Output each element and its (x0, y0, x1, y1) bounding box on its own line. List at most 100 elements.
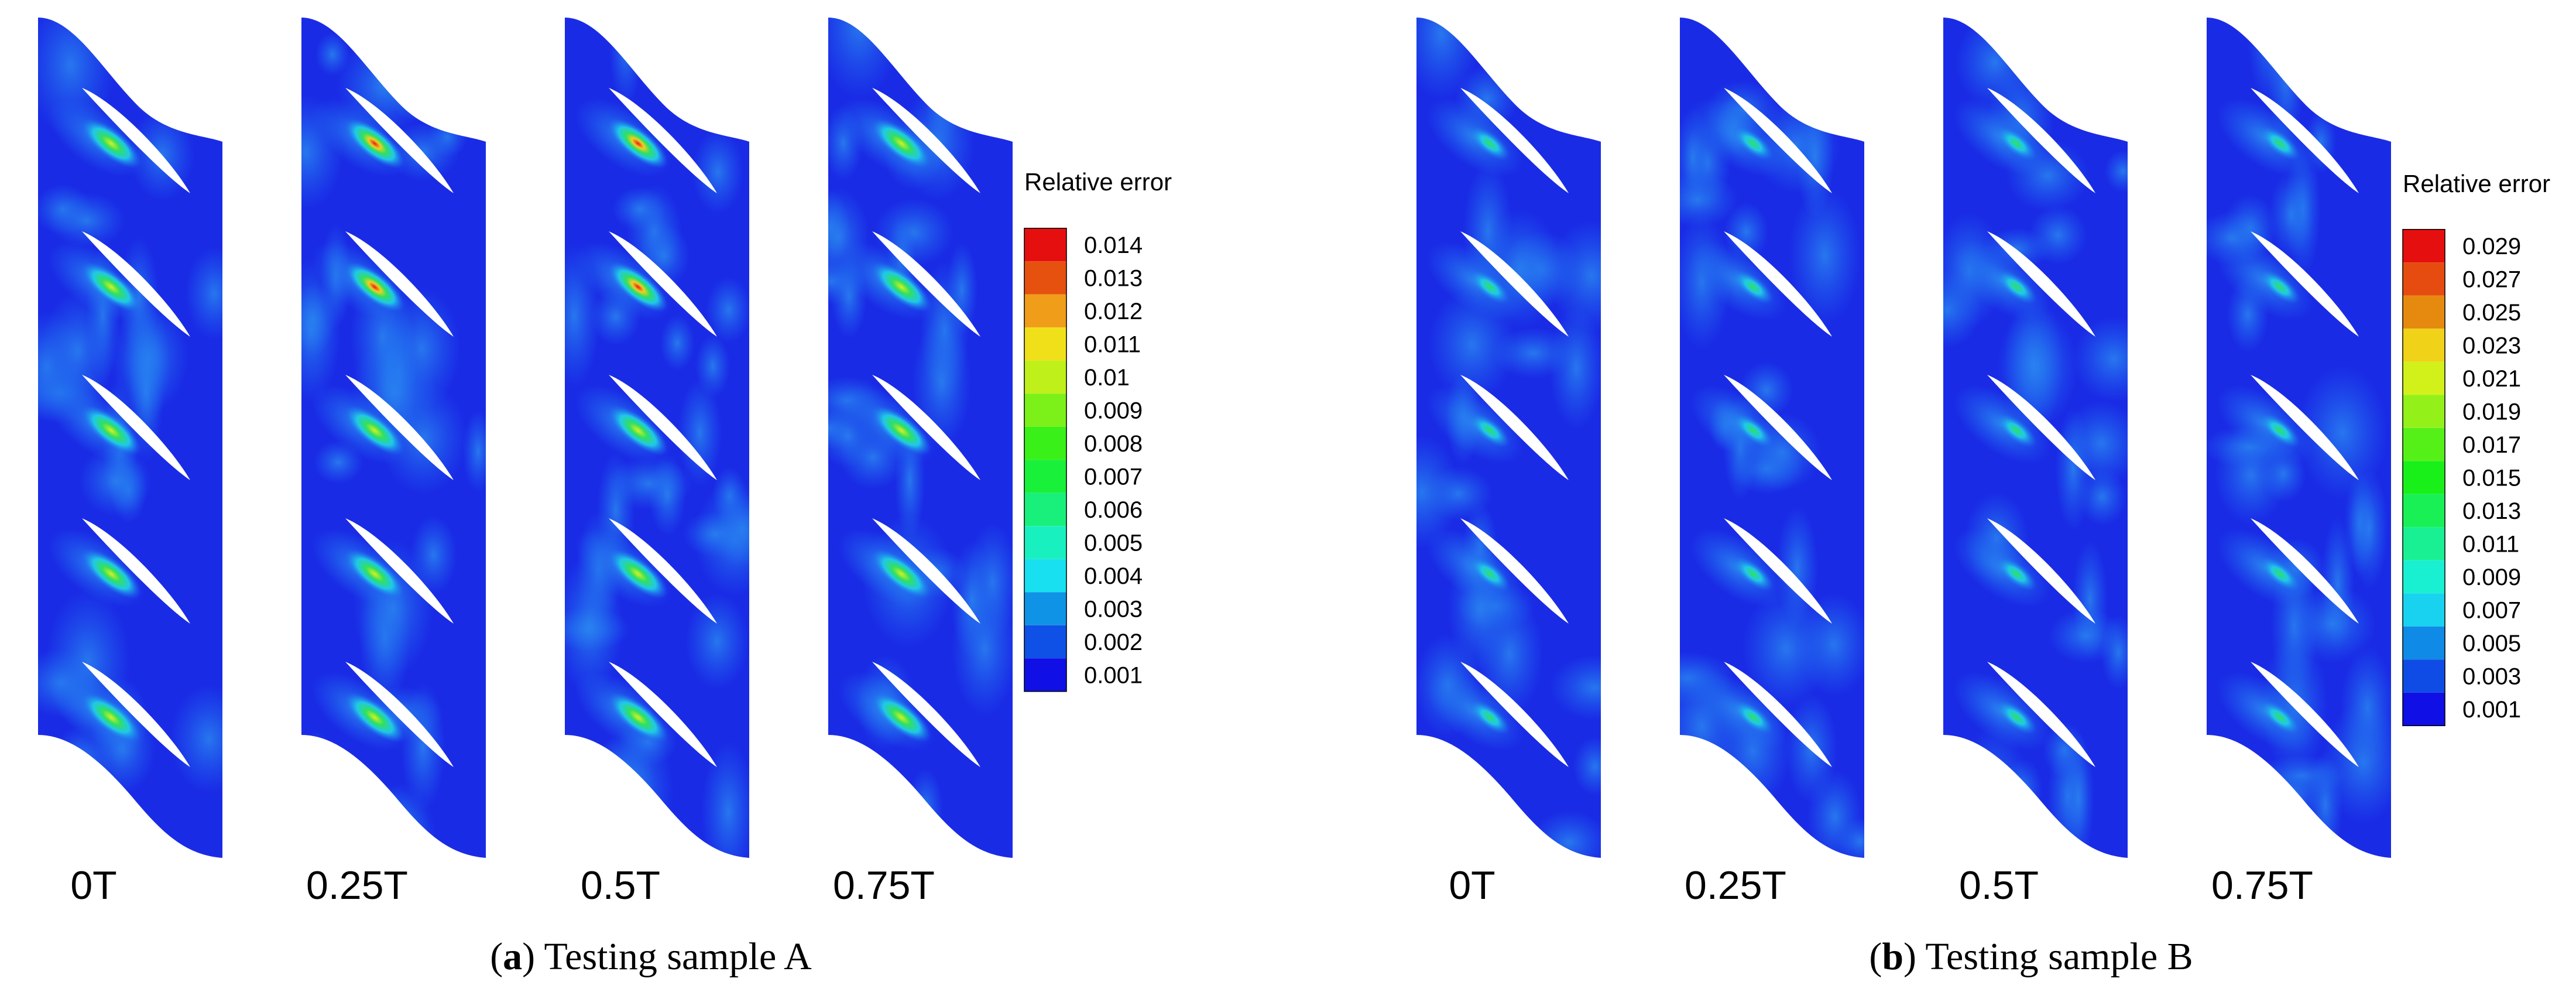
legend-tick: 0.009 (1084, 398, 1143, 424)
blade (872, 662, 980, 767)
blade (1724, 231, 1832, 337)
legend-swatch (2403, 295, 2445, 329)
legend-swatch (2403, 593, 2445, 627)
legend-tick: 0.011 (2462, 532, 2519, 557)
legend-swatch (2403, 560, 2445, 594)
blade (82, 518, 190, 624)
blade (1724, 88, 1832, 193)
legend-tick: 0.005 (2462, 631, 2521, 656)
legend-tick: 0.001 (2462, 697, 2521, 723)
legend-tick: 0.013 (2462, 498, 2521, 524)
time-label: 0.5T (581, 863, 660, 908)
legend-tick: 0.017 (2462, 432, 2521, 458)
blade (1460, 662, 1569, 767)
time-label: 0.25T (306, 863, 408, 908)
legend-tick: 0.021 (2462, 366, 2521, 392)
legend-swatch (2403, 692, 2445, 726)
caption-b: (b) Testing sample B (1869, 935, 2193, 978)
panel-b-strip-2: 0.5T (1943, 18, 2128, 908)
legend-swatch (2403, 494, 2445, 528)
legend-tick: 0.008 (1084, 431, 1143, 457)
blade (2251, 518, 2359, 624)
blade (609, 231, 717, 337)
legend-tick: 0.007 (1084, 464, 1143, 490)
legend-a: Relative error 0.014 0.013 0.012 0.011 0.01 0.… (1024, 168, 1172, 692)
legend-swatch (1024, 360, 1066, 394)
legend-swatch (1024, 294, 1066, 328)
legend-swatch (1024, 526, 1066, 559)
legend-swatch (2403, 527, 2445, 560)
legend-swatch (1024, 426, 1066, 460)
blade (1460, 518, 1569, 624)
blade (2251, 88, 2359, 193)
time-label: 0.75T (833, 863, 935, 908)
panel-b-strip-1: 0.25T (1680, 18, 1864, 908)
blade (872, 375, 980, 480)
panel-a-strip-3: 0.75T (828, 18, 1013, 908)
legend-tick: 0.007 (2462, 598, 2521, 624)
blade (609, 88, 717, 193)
legend-swatch (1024, 625, 1066, 659)
legend-tick: 0.011 (1084, 332, 1141, 358)
blade (2251, 375, 2359, 480)
blade (82, 88, 190, 193)
legend-swatch (1024, 228, 1066, 262)
legend-b: Relative error 0.029 0.027 0.025 0.023 0.021 0… (2402, 170, 2550, 726)
legend-swatch (1024, 394, 1066, 427)
panel-b-strip-0: 0T (1416, 18, 1601, 908)
blade (609, 518, 717, 624)
time-label: 0T (1449, 863, 1495, 908)
legend-tick: 0.014 (1084, 232, 1143, 258)
legend-tick: 0.002 (1084, 630, 1143, 655)
legend-tick: 0.006 (1084, 497, 1143, 523)
blade (1987, 518, 2095, 624)
blade (345, 375, 454, 480)
legend-swatch (2403, 395, 2445, 428)
legend-swatch (2403, 427, 2445, 461)
time-label: 0.75T (2211, 863, 2313, 908)
legend-tick: 0.001 (1084, 663, 1143, 689)
legend-tick: 0.003 (2462, 664, 2521, 690)
blade (82, 662, 190, 767)
legend-swatch (1024, 492, 1066, 526)
blade (345, 231, 454, 337)
blade (872, 231, 980, 337)
blade (1460, 375, 1569, 480)
blade (82, 375, 190, 480)
legend-tick: 0.012 (1084, 299, 1143, 324)
blade (1987, 231, 2095, 337)
blade (1724, 662, 1832, 767)
blade (1987, 375, 2095, 480)
blade (2251, 231, 2359, 337)
blade (1724, 518, 1832, 624)
blade (1987, 662, 2095, 767)
legend-swatch (2403, 361, 2445, 395)
legend-tick: 0.01 (1084, 365, 1130, 391)
legend-tick: 0.029 (2462, 234, 2521, 259)
legend-tick: 0.004 (1084, 563, 1143, 589)
blade (872, 518, 980, 624)
panel-a-strip-2: 0.5T (565, 18, 749, 908)
legend-tick: 0.013 (1084, 266, 1143, 292)
legend-swatch (2403, 262, 2445, 296)
legend-swatch (1024, 559, 1066, 593)
panel-a-strip-0: 0T (38, 18, 222, 908)
legend-tick: 0.019 (2462, 399, 2521, 425)
legend-swatch (1024, 592, 1066, 625)
legend-tick: 0.027 (2462, 267, 2521, 293)
time-label: 0.5T (1959, 863, 2039, 908)
blade (345, 88, 454, 193)
blade (1460, 231, 1569, 337)
legend-swatch (1024, 261, 1066, 295)
blade (345, 662, 454, 767)
blade (345, 518, 454, 624)
legend-tick: 0.005 (1084, 531, 1143, 556)
time-label: 0.25T (1685, 863, 1786, 908)
legend-swatch (2403, 329, 2445, 362)
legend-tick: 0.023 (2462, 333, 2521, 359)
legend-swatch (2403, 229, 2445, 263)
blade (1460, 88, 1569, 193)
legend-tick: 0.009 (2462, 565, 2521, 590)
blade (872, 88, 980, 193)
